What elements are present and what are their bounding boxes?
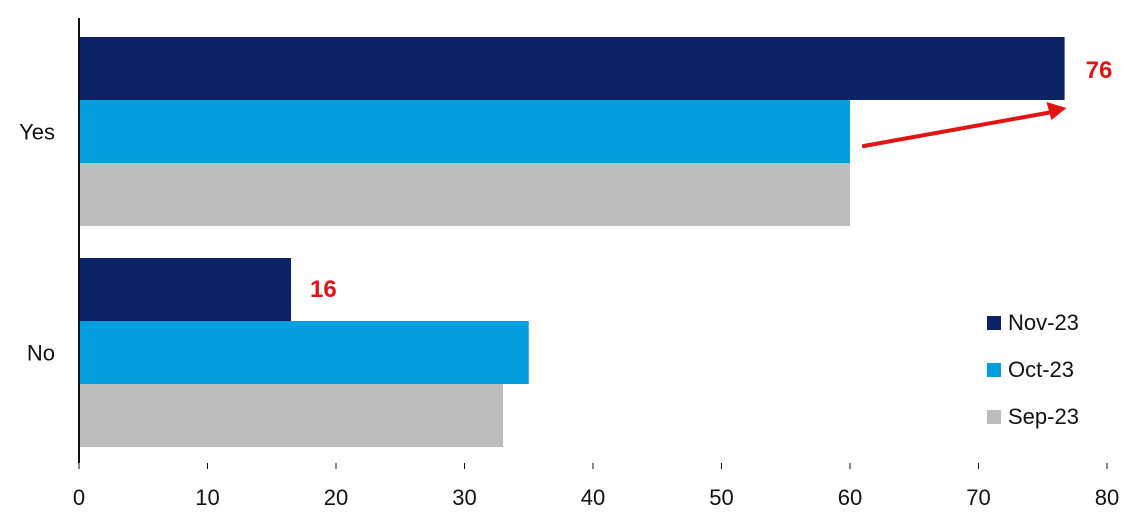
axes-group: 0 10 20 30 40 50 60 70 80 Yes No (19, 18, 1119, 510)
x-tick-label: 10 (195, 485, 219, 510)
trend-arrow-line (861, 110, 1055, 148)
category-label-yes: Yes (19, 120, 55, 145)
bar-yes-sep-23 (79, 163, 850, 226)
trend-arrow-head (1046, 102, 1067, 120)
legend-label-oct-23: Oct-23 (1008, 357, 1074, 382)
legend-swatch-nov-23 (987, 316, 1001, 330)
legend-label-nov-23: Nov-23 (1008, 310, 1079, 335)
x-tick-label: 20 (324, 485, 348, 510)
bar-yes-oct-23 (79, 100, 850, 163)
bar-no-nov-23 (79, 258, 292, 321)
bars-group (79, 37, 1065, 447)
legend-swatch-oct-23 (987, 363, 1001, 377)
category-label-no: No (27, 341, 55, 366)
bar-no-sep-23 (79, 384, 504, 447)
legend-swatch-sep-23 (987, 410, 1001, 424)
x-tick-label: 70 (966, 485, 990, 510)
x-tick-label: 80 (1095, 485, 1119, 510)
legend-label-sep-23: Sep-23 (1008, 404, 1079, 429)
data-label-no: 16 (310, 276, 337, 303)
legend: Nov-23 Oct-23 Sep-23 (987, 310, 1079, 429)
x-tick-label: 0 (73, 485, 85, 510)
annotations-group: 76 16 (310, 57, 1112, 303)
x-tick-label: 50 (709, 485, 733, 510)
bar-yes-nov-23 (79, 37, 1065, 100)
x-tick-label: 60 (838, 485, 862, 510)
x-tick-label: 30 (452, 485, 476, 510)
data-label-yes: 76 (1086, 57, 1113, 84)
bar-no-oct-23 (79, 321, 529, 384)
x-tick-label: 40 (581, 485, 605, 510)
